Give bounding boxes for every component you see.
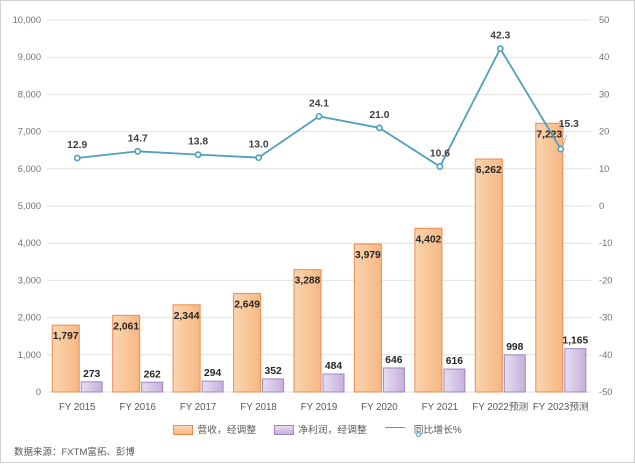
svg-text:FY 2018: FY 2018 [240, 402, 276, 413]
svg-text:1,165: 1,165 [562, 336, 588, 347]
svg-text:FY 2015: FY 2015 [59, 402, 95, 413]
svg-text:4,402: 4,402 [416, 234, 442, 245]
svg-text:0: 0 [36, 387, 41, 397]
svg-text:3,288: 3,288 [295, 276, 321, 287]
svg-text:FY 2022预测: FY 2022预测 [472, 401, 528, 413]
svg-text:10: 10 [599, 164, 609, 174]
svg-text:0: 0 [599, 201, 604, 211]
svg-text:20: 20 [599, 127, 609, 137]
svg-text:646: 646 [385, 355, 402, 366]
svg-text:3,000: 3,000 [18, 275, 41, 285]
svg-text:1,797: 1,797 [53, 331, 79, 342]
svg-text:352: 352 [265, 366, 282, 377]
svg-text:616: 616 [446, 356, 463, 367]
svg-text:24.1: 24.1 [309, 98, 329, 109]
svg-text:4,000: 4,000 [18, 238, 41, 248]
svg-text:50: 50 [599, 15, 609, 25]
svg-text:10,000: 10,000 [13, 15, 41, 25]
svg-text:FY 2023预测: FY 2023预测 [533, 401, 589, 413]
svg-text:-20: -20 [599, 275, 612, 285]
svg-text:-10: -10 [599, 238, 612, 248]
svg-text:10.6: 10.6 [430, 149, 450, 160]
svg-text:6,262: 6,262 [476, 165, 502, 176]
svg-text:15.3: 15.3 [559, 119, 579, 130]
svg-text:3,979: 3,979 [355, 250, 381, 261]
svg-text:FY 2019: FY 2019 [301, 402, 337, 413]
svg-text:FY 2016: FY 2016 [119, 402, 155, 413]
svg-text:273: 273 [83, 369, 100, 380]
svg-text:13.0: 13.0 [249, 140, 269, 151]
svg-text:2,000: 2,000 [18, 313, 41, 323]
svg-text:21.0: 21.0 [369, 110, 389, 121]
svg-text:2,344: 2,344 [174, 311, 200, 322]
svg-text:13.8: 13.8 [188, 137, 208, 148]
svg-text:8,000: 8,000 [18, 89, 41, 99]
svg-text:484: 484 [325, 361, 342, 372]
svg-text:2,061: 2,061 [113, 321, 139, 332]
svg-text:1,000: 1,000 [18, 350, 41, 360]
svg-text:12.9: 12.9 [67, 140, 87, 151]
svg-text:6,000: 6,000 [18, 164, 41, 174]
svg-text:9,000: 9,000 [18, 52, 41, 62]
svg-text:-50: -50 [599, 387, 612, 397]
svg-text:42.3: 42.3 [490, 31, 510, 42]
svg-text:FY 2021: FY 2021 [422, 402, 458, 413]
svg-text:-40: -40 [599, 350, 612, 360]
svg-text:998: 998 [506, 342, 523, 353]
svg-text:2,649: 2,649 [234, 299, 260, 310]
svg-text:294: 294 [204, 368, 221, 379]
svg-text:FY 2020: FY 2020 [361, 402, 398, 413]
svg-text:14.7: 14.7 [128, 133, 148, 144]
svg-text:262: 262 [144, 369, 161, 380]
svg-text:-30: -30 [599, 313, 612, 323]
svg-text:40: 40 [599, 52, 609, 62]
svg-text:7,000: 7,000 [18, 127, 41, 137]
svg-text:FY 2017: FY 2017 [180, 402, 216, 413]
svg-text:30: 30 [599, 89, 609, 99]
svg-text:5,000: 5,000 [18, 201, 41, 211]
